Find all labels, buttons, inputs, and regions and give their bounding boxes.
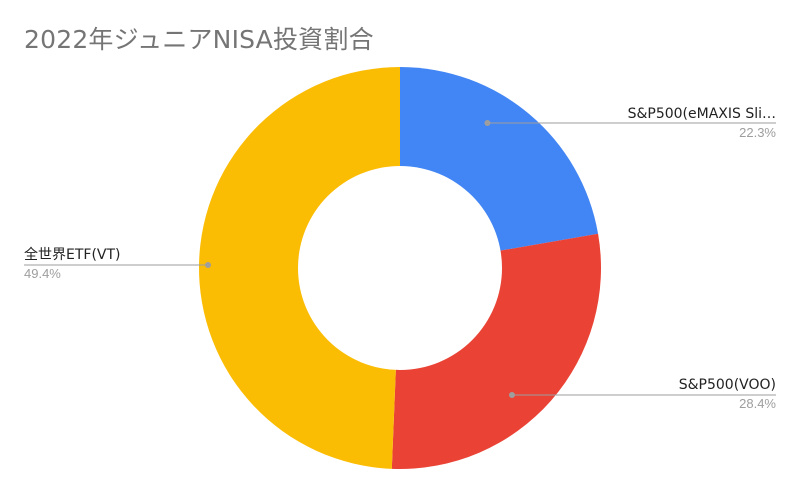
slice-label: S&P500(VOO) bbox=[679, 377, 776, 393]
donut-hole bbox=[298, 166, 502, 370]
labels-layer: S&P500(eMAXIS Sli… 22.3% S&P500(VOO) 28.4% 全… bbox=[24, 106, 776, 411]
leader-dot bbox=[508, 392, 515, 398]
slice-label: 全世界ETF(VT) bbox=[24, 246, 121, 263]
leader-dot bbox=[484, 120, 491, 126]
chart-title: 2022年ジュニアNISA投資割合 bbox=[24, 25, 374, 54]
leader-dot bbox=[205, 262, 211, 268]
slice-percent-label: 22.3% bbox=[739, 125, 776, 140]
slice-percent-label: 28.4% bbox=[739, 396, 776, 411]
slice-percent-label: 49.4% bbox=[24, 266, 61, 281]
slice-label: S&P500(eMAXIS Sli… bbox=[628, 106, 776, 122]
